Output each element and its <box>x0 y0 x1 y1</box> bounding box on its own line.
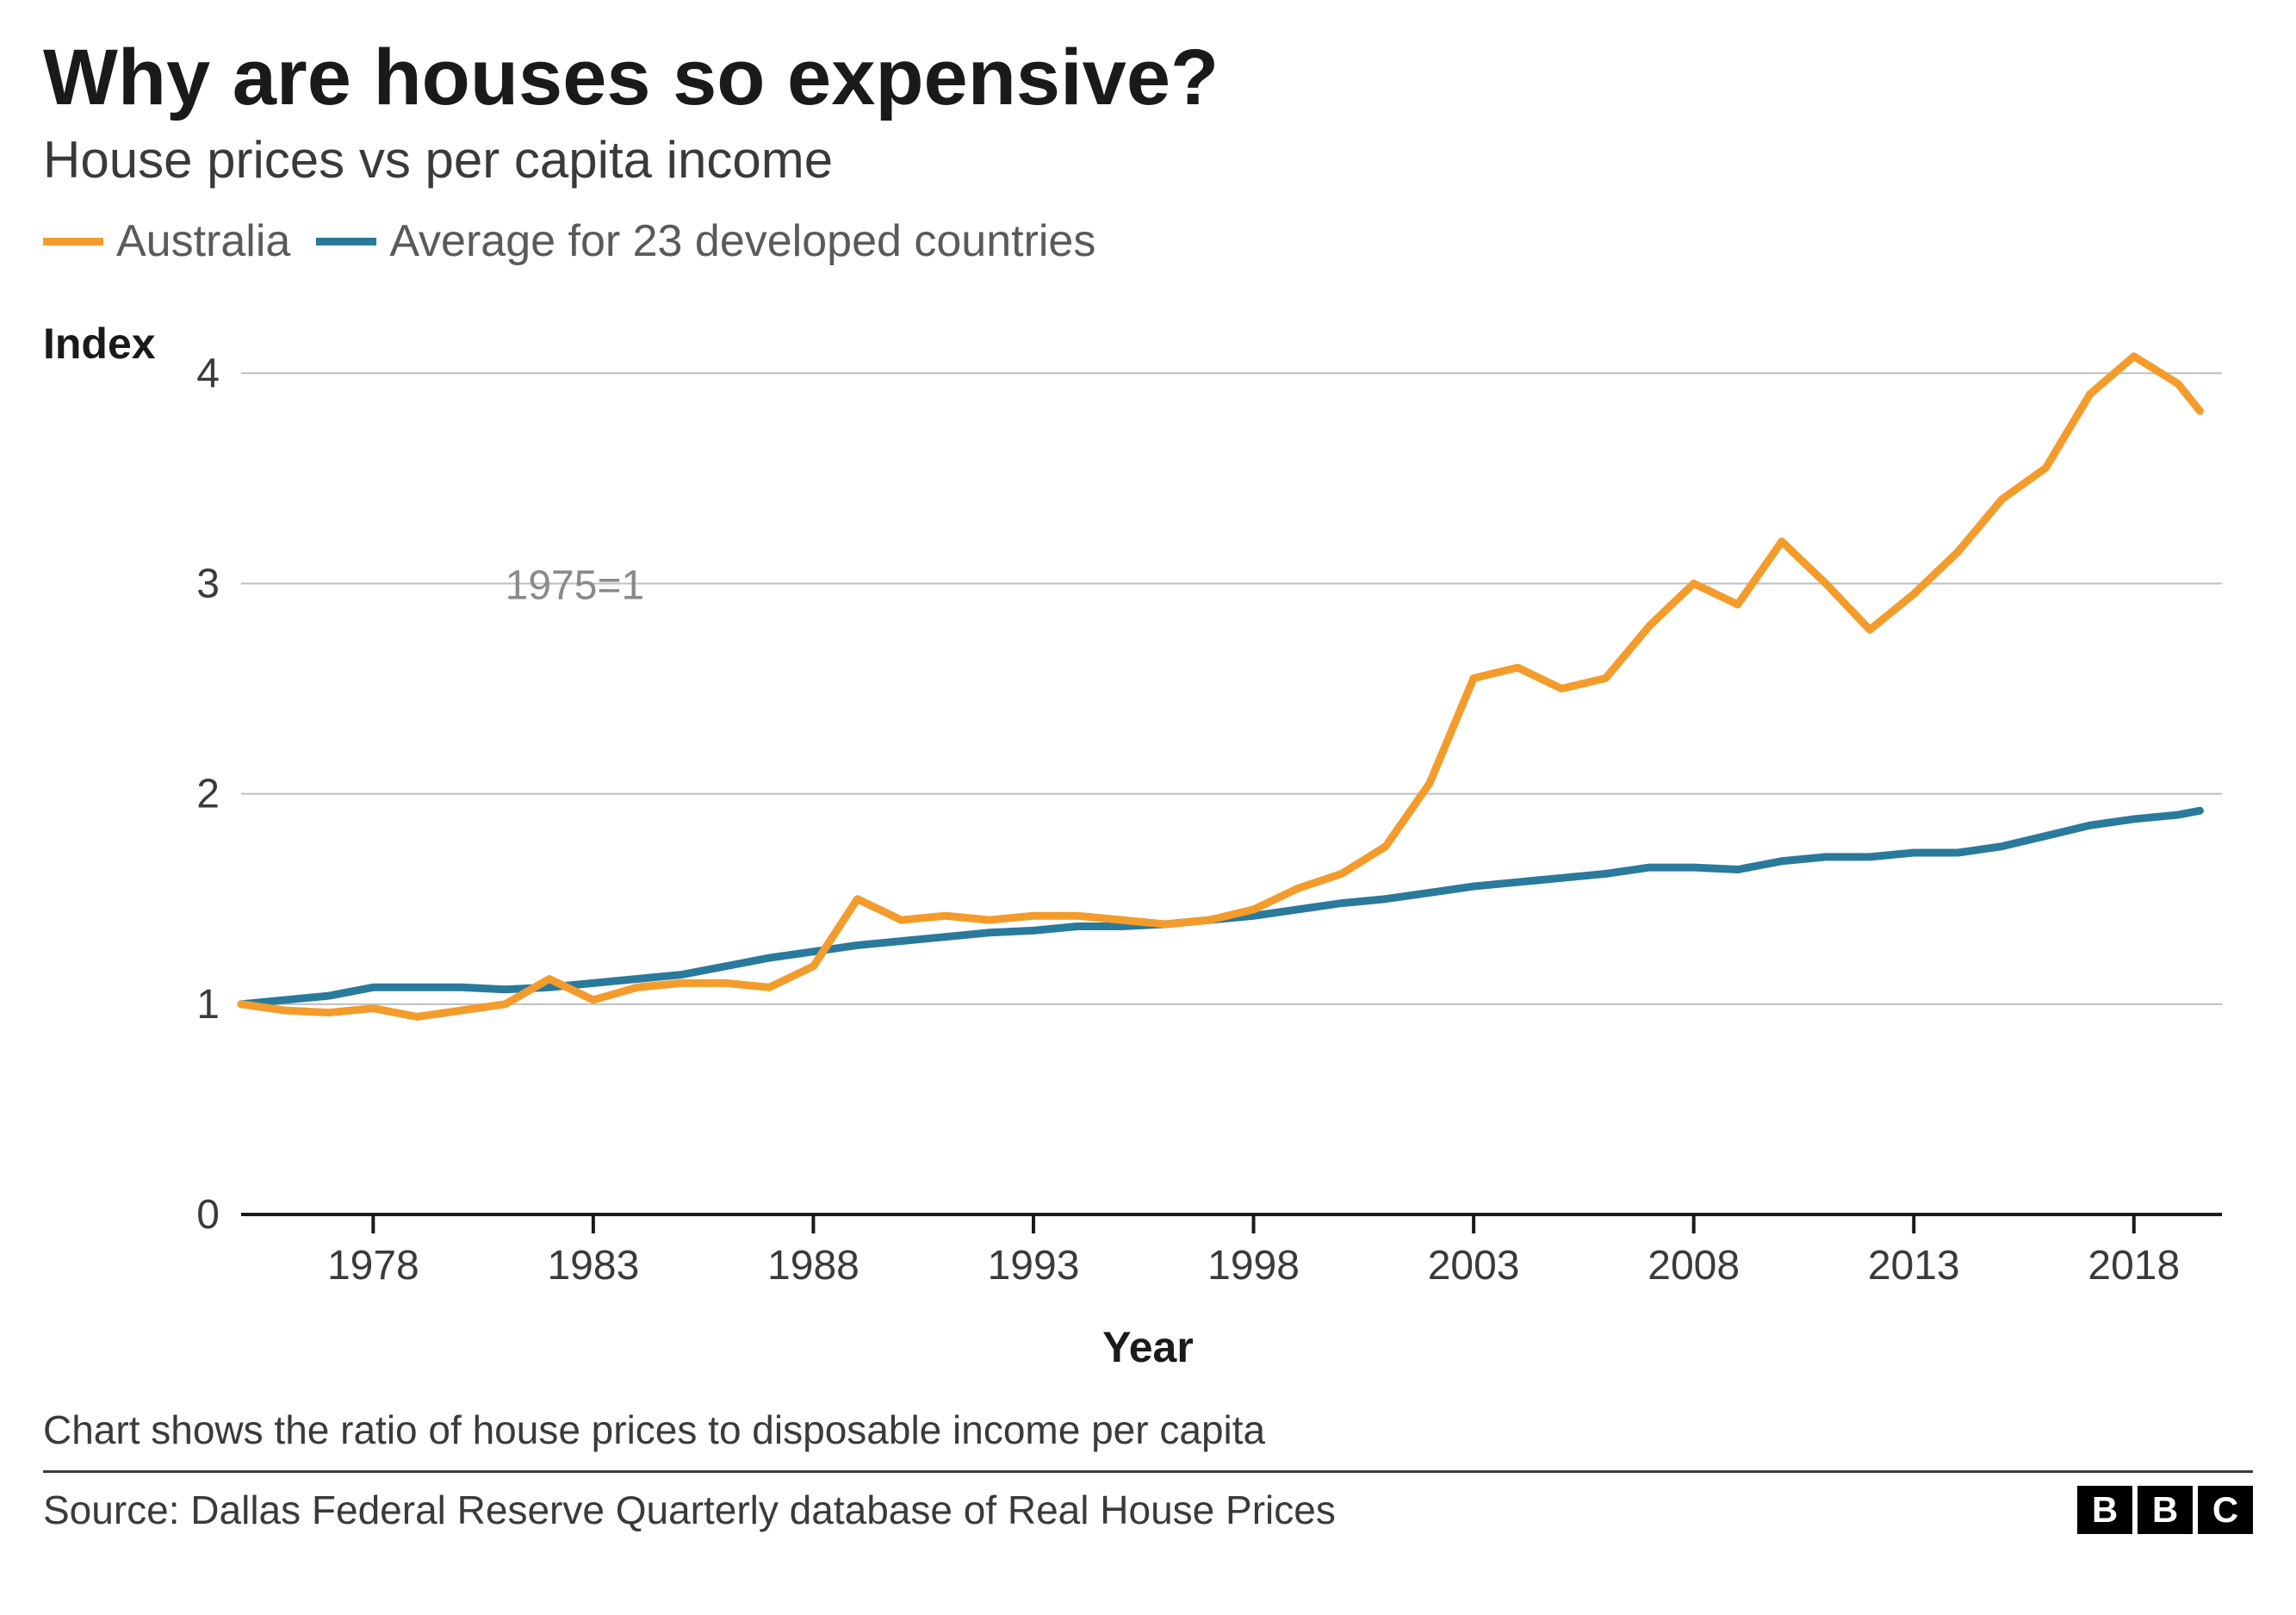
legend-label-australia: Australia <box>116 215 290 267</box>
bbc-logo-block: B <box>2138 1486 2193 1534</box>
svg-text:2003: 2003 <box>1428 1243 1520 1289</box>
legend-label-avg: Average for 23 developed countries <box>389 215 1095 267</box>
svg-text:2008: 2008 <box>1648 1243 1740 1289</box>
bbc-logo-block: B <box>2077 1486 2132 1534</box>
source-text: Source: Dallas Federal Reserve Quarterly… <box>43 1487 1336 1533</box>
chart-container: Why are houses so expensive? House price… <box>0 0 2296 1615</box>
bbc-logo-block: C <box>2198 1486 2253 1534</box>
chart-footnote: Chart shows the ratio of house prices to… <box>43 1407 2253 1473</box>
svg-text:1975=1: 1975=1 <box>506 563 645 609</box>
svg-text:2: 2 <box>196 772 220 817</box>
svg-text:1983: 1983 <box>547 1243 639 1289</box>
svg-text:1: 1 <box>196 982 220 1028</box>
svg-text:1978: 1978 <box>327 1243 419 1289</box>
svg-text:2018: 2018 <box>2088 1243 2180 1289</box>
legend: Australia Average for 23 developed count… <box>43 215 2253 267</box>
legend-swatch-australia <box>43 238 103 245</box>
svg-text:2013: 2013 <box>1868 1243 1960 1289</box>
svg-text:3: 3 <box>196 562 220 607</box>
svg-text:0: 0 <box>196 1192 220 1238</box>
svg-text:4: 4 <box>196 351 220 396</box>
svg-text:1993: 1993 <box>988 1243 1080 1289</box>
x-axis-label: Year <box>43 1322 2253 1372</box>
line-chart-svg: 0 1 2 3 4 1978 1983 1988 1993 1998 2003 2008 2013 201… <box>43 293 2256 1309</box>
chart-area: Index 0 1 2 3 4 1978 1983 1988 1993 1998 2003 2008 2… <box>43 293 2253 1372</box>
svg-text:1988: 1988 <box>767 1243 859 1289</box>
y-axis-label: Index <box>43 319 156 369</box>
svg-text:1998: 1998 <box>1207 1243 1300 1289</box>
legend-item-australia: Australia <box>43 215 290 267</box>
legend-swatch-avg <box>316 238 376 245</box>
chart-subtitle: House prices vs per capita income <box>43 130 2253 189</box>
legend-item-avg: Average for 23 developed countries <box>316 215 1095 267</box>
footer-row: Source: Dallas Federal Reserve Quarterly… <box>43 1473 2253 1534</box>
bbc-logo: BBC <box>2077 1486 2253 1534</box>
chart-title: Why are houses so expensive? <box>43 34 2253 121</box>
